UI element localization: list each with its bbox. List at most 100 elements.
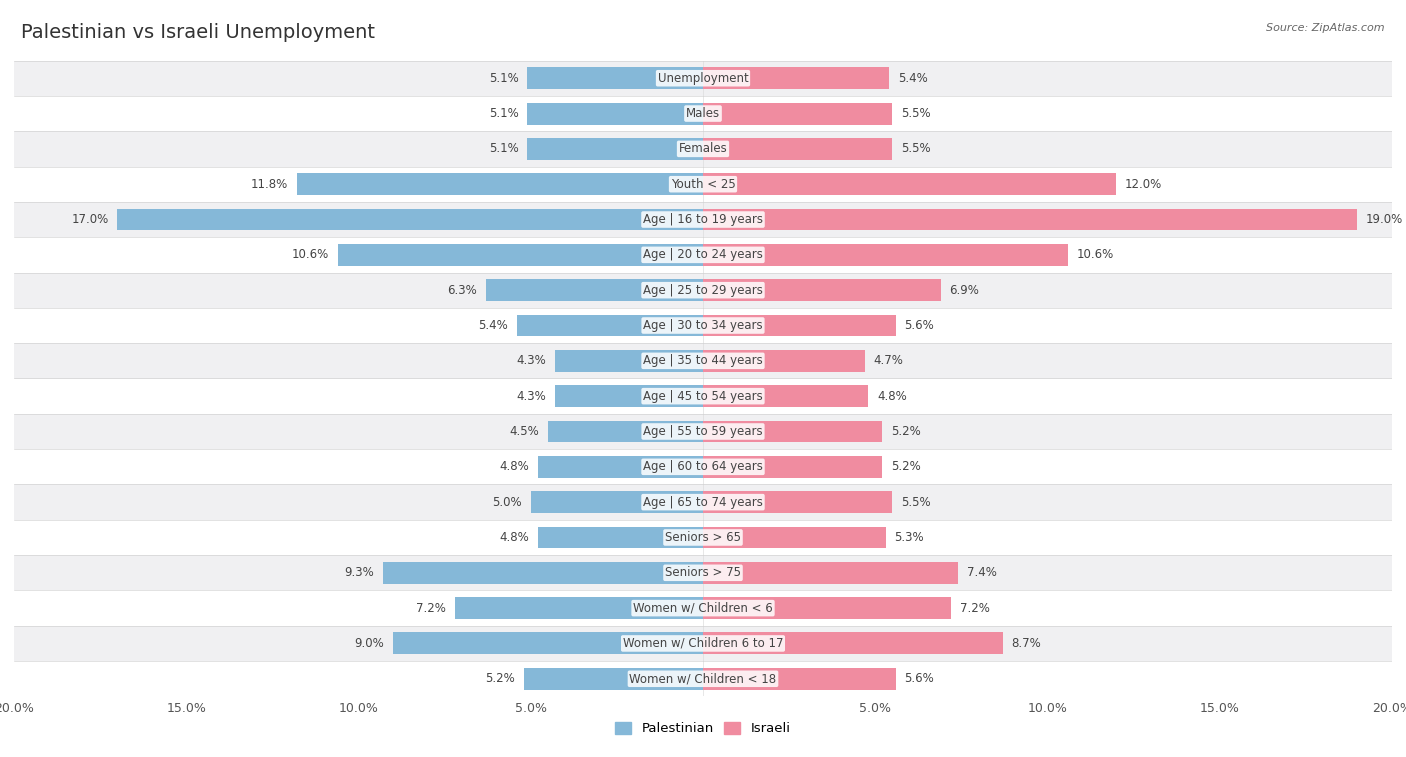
Text: 8.7%: 8.7% — [1011, 637, 1040, 650]
Bar — [14, 378, 1392, 414]
Bar — [486, 279, 703, 301]
Text: 6.9%: 6.9% — [949, 284, 979, 297]
Text: 5.6%: 5.6% — [904, 672, 934, 685]
Bar — [14, 555, 1392, 590]
Text: 10.6%: 10.6% — [292, 248, 329, 261]
Text: 5.2%: 5.2% — [891, 460, 921, 473]
Bar — [14, 449, 1392, 484]
Bar — [14, 61, 1392, 96]
Bar — [14, 520, 1392, 555]
Bar — [14, 661, 1392, 696]
Text: 9.0%: 9.0% — [354, 637, 384, 650]
Bar — [548, 421, 703, 442]
Bar — [527, 103, 703, 124]
Text: Source: ZipAtlas.com: Source: ZipAtlas.com — [1267, 23, 1385, 33]
Text: 4.7%: 4.7% — [873, 354, 904, 367]
Bar — [14, 308, 1392, 343]
Text: Age | 55 to 59 years: Age | 55 to 59 years — [643, 425, 763, 438]
Bar — [14, 626, 1392, 661]
Text: 5.0%: 5.0% — [492, 496, 522, 509]
Text: Age | 25 to 29 years: Age | 25 to 29 years — [643, 284, 763, 297]
Bar — [703, 456, 882, 478]
Bar — [703, 138, 893, 160]
Text: Youth < 25: Youth < 25 — [671, 178, 735, 191]
Bar — [517, 315, 703, 336]
Bar — [703, 385, 869, 407]
Bar — [337, 244, 703, 266]
Text: Age | 20 to 24 years: Age | 20 to 24 years — [643, 248, 763, 261]
Bar — [456, 597, 703, 619]
Text: Unemployment: Unemployment — [658, 72, 748, 85]
Bar — [394, 633, 703, 654]
Legend: Palestinian, Israeli: Palestinian, Israeli — [610, 717, 796, 740]
Bar — [14, 237, 1392, 273]
Bar — [703, 279, 941, 301]
Bar — [14, 131, 1392, 167]
Bar — [14, 202, 1392, 237]
Text: Age | 45 to 54 years: Age | 45 to 54 years — [643, 390, 763, 403]
Text: 5.5%: 5.5% — [901, 142, 931, 155]
Bar — [14, 414, 1392, 449]
Text: 5.1%: 5.1% — [489, 142, 519, 155]
Text: 7.2%: 7.2% — [416, 602, 446, 615]
Bar — [703, 350, 865, 372]
Text: 5.5%: 5.5% — [901, 496, 931, 509]
Text: 17.0%: 17.0% — [72, 213, 108, 226]
Bar — [703, 209, 1358, 230]
Bar — [14, 96, 1392, 131]
Bar — [537, 456, 703, 478]
Text: 5.6%: 5.6% — [904, 319, 934, 332]
Text: 12.0%: 12.0% — [1125, 178, 1163, 191]
Text: 4.5%: 4.5% — [509, 425, 540, 438]
Text: Age | 30 to 34 years: Age | 30 to 34 years — [643, 319, 763, 332]
Bar — [703, 173, 1116, 195]
Bar — [703, 491, 893, 513]
Text: 5.2%: 5.2% — [485, 672, 515, 685]
Text: 4.8%: 4.8% — [877, 390, 907, 403]
Text: 5.5%: 5.5% — [901, 107, 931, 120]
Text: Age | 35 to 44 years: Age | 35 to 44 years — [643, 354, 763, 367]
Bar — [703, 244, 1069, 266]
Text: Women w/ Children 6 to 17: Women w/ Children 6 to 17 — [623, 637, 783, 650]
Text: 4.3%: 4.3% — [516, 390, 547, 403]
Bar — [14, 167, 1392, 202]
Bar — [703, 562, 957, 584]
Bar — [527, 67, 703, 89]
Bar — [703, 527, 886, 548]
Text: Age | 16 to 19 years: Age | 16 to 19 years — [643, 213, 763, 226]
Text: Seniors > 65: Seniors > 65 — [665, 531, 741, 544]
Bar — [555, 350, 703, 372]
Text: 5.3%: 5.3% — [894, 531, 924, 544]
Bar — [703, 315, 896, 336]
Text: 9.3%: 9.3% — [344, 566, 374, 579]
Text: 10.6%: 10.6% — [1077, 248, 1114, 261]
Text: Age | 65 to 74 years: Age | 65 to 74 years — [643, 496, 763, 509]
Text: Males: Males — [686, 107, 720, 120]
Text: 4.3%: 4.3% — [516, 354, 547, 367]
Text: 4.8%: 4.8% — [499, 531, 529, 544]
Text: Age | 60 to 64 years: Age | 60 to 64 years — [643, 460, 763, 473]
Bar — [531, 491, 703, 513]
Bar — [527, 138, 703, 160]
Bar — [703, 103, 893, 124]
Text: 4.8%: 4.8% — [499, 460, 529, 473]
Bar — [703, 421, 882, 442]
Text: 5.2%: 5.2% — [891, 425, 921, 438]
Text: 7.2%: 7.2% — [960, 602, 990, 615]
Text: 5.4%: 5.4% — [897, 72, 928, 85]
Bar — [14, 484, 1392, 520]
Text: 11.8%: 11.8% — [250, 178, 288, 191]
Bar — [555, 385, 703, 407]
Text: Females: Females — [679, 142, 727, 155]
Text: 5.1%: 5.1% — [489, 72, 519, 85]
Text: Palestinian vs Israeli Unemployment: Palestinian vs Israeli Unemployment — [21, 23, 375, 42]
Bar — [703, 633, 1002, 654]
Bar — [14, 590, 1392, 626]
Bar — [524, 668, 703, 690]
Text: 5.4%: 5.4% — [478, 319, 509, 332]
Bar — [703, 67, 889, 89]
Text: Women w/ Children < 18: Women w/ Children < 18 — [630, 672, 776, 685]
Text: 19.0%: 19.0% — [1367, 213, 1403, 226]
Bar — [297, 173, 703, 195]
Bar — [703, 668, 896, 690]
